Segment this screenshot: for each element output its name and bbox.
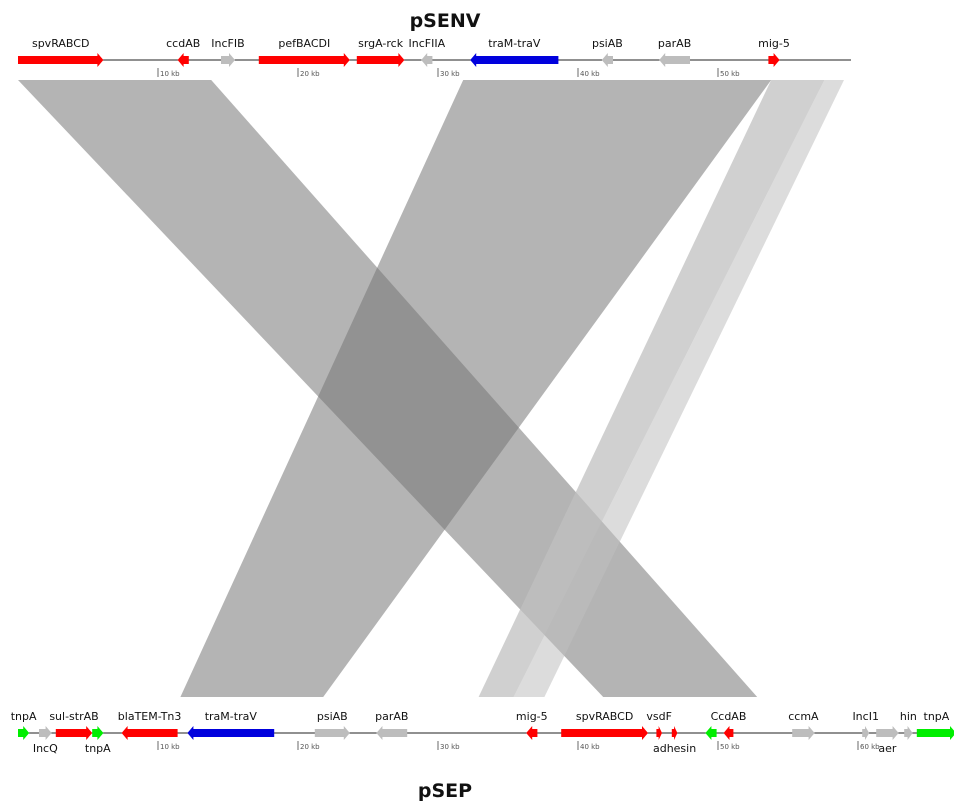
top-gene-label: traM-traV [488, 37, 541, 50]
bottom-gene-arrow-ccma [792, 726, 815, 740]
bottom-scale-ticks: 10 kb 20 kb 30 kb 40 kb 50 kb 60 kb [157, 741, 880, 751]
bottom-gene-label: vsdF [646, 710, 672, 723]
top-gene-arrow-psiab [601, 53, 613, 67]
bottom-plasmid-genes: tnpA IncQ sul-strAB tnpA blaTEM-Tn3 traM-traV… [11, 710, 954, 755]
bottom-gene-arrow-tram-trav [187, 726, 275, 740]
bottom-gene-arrow-sul-strab [55, 726, 93, 740]
bottom-gene-label: aer [878, 742, 897, 755]
bottom-gene-arrow-tnpa [18, 726, 30, 740]
bottom-tick-label: 10 kb [160, 743, 180, 751]
bottom-gene-arrow-aer [876, 726, 899, 740]
bottom-tick-label: 30 kb [440, 743, 460, 751]
top-plasmid-title: pSENV [410, 10, 481, 32]
top-tick-label: 10 kb [160, 70, 180, 78]
top-tick-label: 40 kb [580, 70, 600, 78]
bottom-gene-arrow-hin [904, 726, 913, 740]
top-gene-arrow-incfib [221, 53, 235, 67]
bottom-gene-label: ccmA [788, 710, 819, 723]
bottom-gene-arrow-tnpa [92, 726, 104, 740]
bottom-gene-label: blaTEM-Tn3 [118, 710, 182, 723]
top-gene-arrow-ccdab [177, 53, 189, 67]
top-gene-label: parAB [658, 37, 691, 50]
bottom-tick-label: 20 kb [300, 743, 320, 751]
top-plasmid-genes: spvRABCD ccdAB IncFIB pefBACDI srgA-rck IncFI… [18, 37, 790, 67]
bottom-gene-label: IncI1 [852, 710, 879, 723]
bottom-gene-arrow-mig-5 [526, 726, 538, 740]
bottom-tick-label: 40 kb [580, 743, 600, 751]
top-gene-arrow-spvrabcd [18, 53, 104, 67]
bottom-tick-label: 60 kb [860, 743, 880, 751]
bottom-gene-arrow-psiab [314, 726, 350, 740]
top-gene-label: psiAB [592, 37, 623, 50]
top-gene-arrow-srga-rck [356, 53, 405, 67]
top-tick-label: 20 kb [300, 70, 320, 78]
bottom-gene-arrow-vsdf [656, 726, 662, 740]
top-gene-label: IncFIB [211, 37, 244, 50]
bottom-gene-arrow-tnpa [916, 726, 954, 740]
bottom-plasmid-title: pSEP [418, 780, 472, 802]
bottom-gene-label: adhesin [653, 742, 696, 755]
top-scale-ticks: 10 kb 20 kb 30 kb 40 kb 50 kb [157, 68, 740, 78]
bottom-gene-label: hin [900, 710, 917, 723]
synteny-links [18, 80, 844, 697]
bottom-gene-arrow-adhesin [671, 726, 678, 740]
top-gene-label: mig-5 [758, 37, 790, 50]
bottom-gene-arrow-spvrabcd [561, 726, 648, 740]
bottom-gene-arrow-incq [39, 726, 52, 740]
bottom-gene-arrow-unlabeled [705, 726, 717, 740]
bottom-gene-label: IncQ [33, 742, 58, 755]
synteny-link-4 [513, 80, 844, 697]
top-gene-arrow-parab [659, 53, 690, 67]
bottom-gene-label: sul-strAB [49, 710, 98, 723]
bottom-gene-label: tnpA [924, 710, 950, 723]
bottom-gene-arrow-ccdab [723, 726, 734, 740]
bottom-tick-label: 50 kb [720, 743, 740, 751]
bottom-gene-arrow-inci1 [862, 726, 870, 740]
bottom-gene-label: tnpA [85, 742, 111, 755]
bottom-gene-label: parAB [375, 710, 408, 723]
bottom-gene-label: tnpA [11, 710, 37, 723]
top-gene-label: spvRABCD [32, 37, 89, 50]
synteny-link-3 [478, 80, 825, 697]
top-gene-label: pefBACDI [278, 37, 330, 50]
top-tick-label: 50 kb [720, 70, 740, 78]
synteny-link-2 [180, 80, 772, 697]
bottom-gene-arrow-blatem-tn3 [121, 726, 178, 740]
bottom-gene-arrow-parab [376, 726, 408, 740]
top-tick-label: 30 kb [440, 70, 460, 78]
top-gene-arrow-mig-5 [768, 53, 780, 67]
top-gene-label: ccdAB [166, 37, 200, 50]
bottom-gene-label: CcdAB [711, 710, 747, 723]
top-gene-arrow-tram-trav [470, 53, 559, 67]
bottom-gene-label: psiAB [317, 710, 348, 723]
bottom-gene-label: spvRABCD [576, 710, 633, 723]
bottom-gene-label: mig-5 [516, 710, 548, 723]
top-gene-arrow-incfiia [421, 53, 433, 67]
top-gene-label: IncFIIA [408, 37, 445, 50]
top-gene-arrow-pefbacdi [258, 53, 350, 67]
bottom-gene-label: traM-traV [205, 710, 258, 723]
top-gene-label: srgA-rck [358, 37, 404, 50]
